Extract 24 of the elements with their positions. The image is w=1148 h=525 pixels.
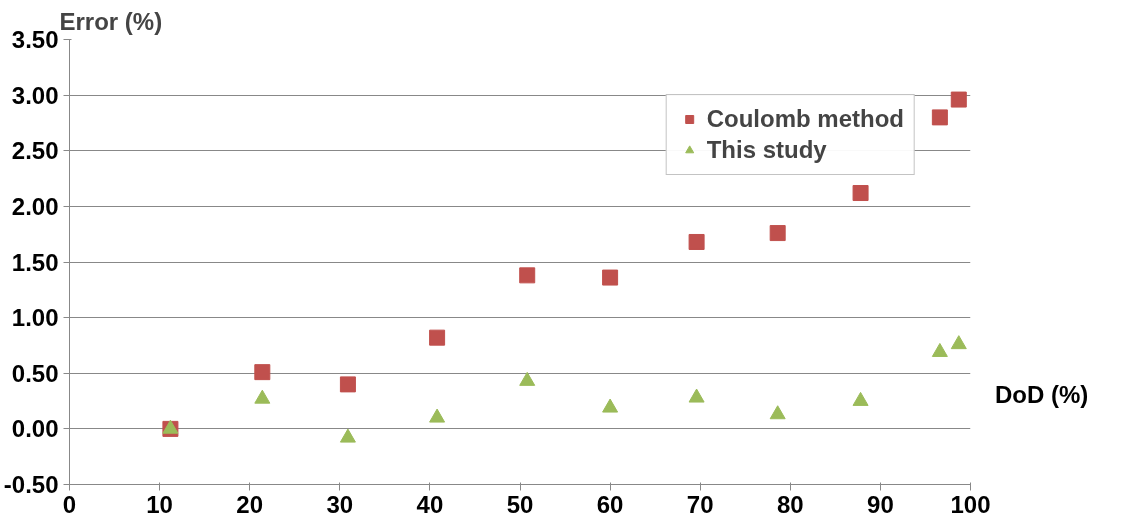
x-tick-label: 0 (62, 490, 77, 518)
x-tick-label: 100 (950, 490, 991, 518)
x-tick-label: 80 (776, 490, 804, 518)
x-tick-label: 30 (326, 490, 354, 518)
y-tick-label: 2.50 (11, 137, 59, 165)
x-tick-label: 90 (867, 490, 894, 518)
y-axis-title: Error (%) (59, 7, 163, 35)
legend-label: Coulomb method (706, 105, 904, 133)
y-tick-label: 0.00 (11, 415, 59, 443)
x-tick-label: 20 (236, 490, 264, 518)
y-tick-label: -0.50 (3, 471, 59, 498)
x-axis-title: DoD (%) (995, 380, 1089, 410)
y-tick-label: 0.50 (11, 359, 59, 387)
x-tick-label: 60 (596, 490, 624, 518)
legend-label: This study (706, 136, 827, 164)
y-tick-label: 3.00 (11, 81, 59, 109)
x-tick-label: 50 (506, 490, 534, 518)
y-tick-label: 2.00 (11, 192, 59, 220)
x-tick-label: 40 (416, 490, 444, 518)
x-tick-label: 10 (146, 490, 173, 518)
y-tick-label: 1.50 (11, 248, 59, 276)
x-tick-label: 70 (686, 490, 714, 518)
y-tick-label: 1.00 (11, 304, 59, 332)
y-tick-label: 3.50 (11, 26, 59, 53)
